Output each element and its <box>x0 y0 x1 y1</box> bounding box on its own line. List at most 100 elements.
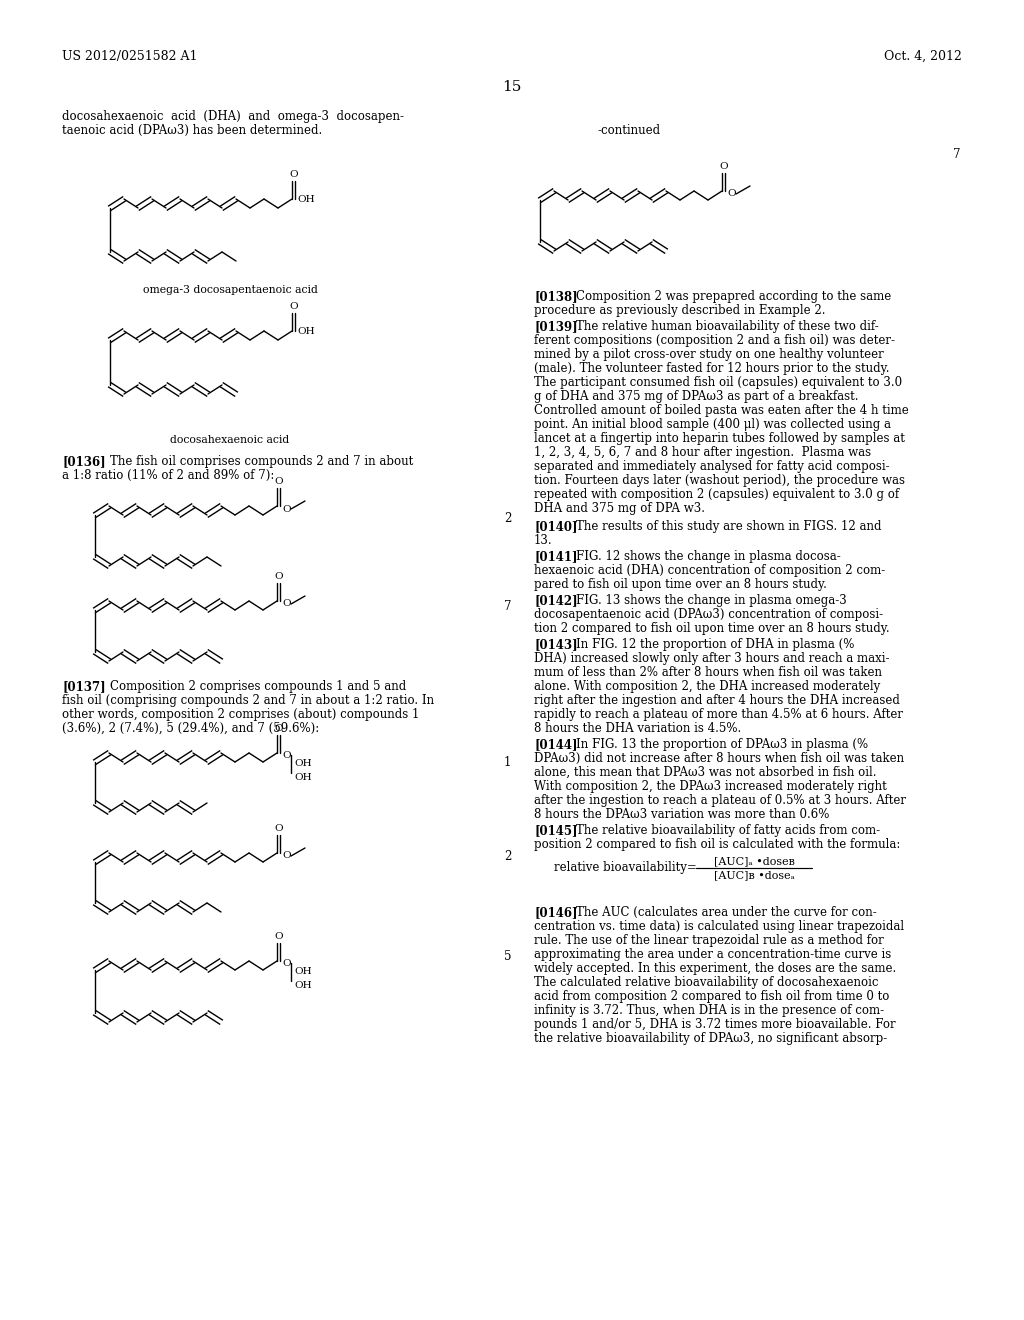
Text: 1, 2, 3, 4, 5, 6, 7 and 8 hour after ingestion.  Plasma was: 1, 2, 3, 4, 5, 6, 7 and 8 hour after ing… <box>534 446 871 459</box>
Text: alone, this mean that DPAω3 was not absorbed in fish oil.: alone, this mean that DPAω3 was not abso… <box>534 766 877 779</box>
Text: 1: 1 <box>504 756 511 770</box>
Text: [0137]: [0137] <box>62 680 105 693</box>
Text: OH: OH <box>294 774 311 781</box>
Text: The AUC (calculates area under the curve for con-: The AUC (calculates area under the curve… <box>575 906 877 919</box>
Text: docosahexaenoic acid: docosahexaenoic acid <box>170 436 290 445</box>
Text: [0145]: [0145] <box>534 824 578 837</box>
Text: [AUC]ₐ •doseʙ: [AUC]ₐ •doseʙ <box>714 855 795 866</box>
Text: right after the ingestion and after 4 hours the DHA increased: right after the ingestion and after 4 ho… <box>534 694 900 708</box>
Text: taenoic acid (DPAω3) has been determined.: taenoic acid (DPAω3) has been determined… <box>62 124 323 137</box>
Text: The fish oil comprises compounds 2 and 7 in about: The fish oil comprises compounds 2 and 7… <box>110 455 414 469</box>
Text: [0144]: [0144] <box>534 738 578 751</box>
Text: after the ingestion to reach a plateau of 0.5% at 3 hours. After: after the ingestion to reach a plateau o… <box>534 795 906 807</box>
Text: DPAω3) did not increase after 8 hours when fish oil was taken: DPAω3) did not increase after 8 hours wh… <box>534 752 904 766</box>
Text: acid from composition 2 compared to fish oil from time 0 to: acid from composition 2 compared to fish… <box>534 990 890 1003</box>
Text: [0138]: [0138] <box>534 290 578 304</box>
Text: The relative human bioavailability of these two dif-: The relative human bioavailability of th… <box>575 319 879 333</box>
Text: g of DHA and 375 mg of DPAω3 as part of a breakfast.: g of DHA and 375 mg of DPAω3 as part of … <box>534 389 858 403</box>
Text: fish oil (comprising compounds 2 and 7 in about a 1:2 ratio. In: fish oil (comprising compounds 2 and 7 i… <box>62 694 434 708</box>
Text: mined by a pilot cross-over study on one healthy volunteer: mined by a pilot cross-over study on one… <box>534 348 884 360</box>
Text: separated and immediately analysed for fatty acid composi-: separated and immediately analysed for f… <box>534 459 890 473</box>
Text: DHA) increased slowly only after 3 hours and reach a maxi-: DHA) increased slowly only after 3 hours… <box>534 652 890 665</box>
Text: [0140]: [0140] <box>534 520 578 533</box>
Text: O: O <box>274 477 283 486</box>
Text: [0139]: [0139] <box>534 319 578 333</box>
Text: 2: 2 <box>504 512 511 525</box>
Text: OH: OH <box>297 195 314 205</box>
Text: The relative bioavailability of fatty acids from com-: The relative bioavailability of fatty ac… <box>575 824 880 837</box>
Text: mum of less than 2% after 8 hours when fish oil was taken: mum of less than 2% after 8 hours when f… <box>534 667 882 678</box>
Text: 7: 7 <box>504 601 512 612</box>
Text: a 1:8 ratio (11% of 2 and 89% of 7):: a 1:8 ratio (11% of 2 and 89% of 7): <box>62 469 274 482</box>
Text: Oct. 4, 2012: Oct. 4, 2012 <box>884 50 962 63</box>
Text: OH: OH <box>297 327 314 337</box>
Text: (3.6%), 2 (7.4%), 5 (29.4%), and 7 (59.6%):: (3.6%), 2 (7.4%), 5 (29.4%), and 7 (59.6… <box>62 722 319 735</box>
Text: hexaenoic acid (DHA) concentration of composition 2 com-: hexaenoic acid (DHA) concentration of co… <box>534 564 886 577</box>
Text: 15: 15 <box>503 81 521 94</box>
Text: other words, composition 2 comprises (about) compounds 1: other words, composition 2 comprises (ab… <box>62 708 420 721</box>
Text: O: O <box>282 599 291 609</box>
Text: O: O <box>282 751 291 759</box>
Text: DHA and 375 mg of DPA w3.: DHA and 375 mg of DPA w3. <box>534 502 705 515</box>
Text: 7: 7 <box>952 148 961 161</box>
Text: omega-3 docosapentaenoic acid: omega-3 docosapentaenoic acid <box>142 285 317 294</box>
Text: docosapentaenoic acid (DPAω3) concentration of composi-: docosapentaenoic acid (DPAω3) concentrat… <box>534 609 883 620</box>
Text: the relative bioavailability of DPAω3, no significant absorp-: the relative bioavailability of DPAω3, n… <box>534 1032 887 1045</box>
Text: docosahexaenoic  acid  (DHA)  and  omega-3  docosapen-: docosahexaenoic acid (DHA) and omega-3 d… <box>62 110 404 123</box>
Text: O: O <box>274 572 283 581</box>
Text: rapidly to reach a plateau of more than 4.5% at 6 hours. After: rapidly to reach a plateau of more than … <box>534 708 903 721</box>
Text: [0146]: [0146] <box>534 906 578 919</box>
Text: widely accepted. In this experiment, the doses are the same.: widely accepted. In this experiment, the… <box>534 962 896 975</box>
Text: Controlled amount of boiled pasta was eaten after the 4 h time: Controlled amount of boiled pasta was ea… <box>534 404 908 417</box>
Text: US 2012/0251582 A1: US 2012/0251582 A1 <box>62 50 198 63</box>
Text: In FIG. 13 the proportion of DPAω3 in plasma (%: In FIG. 13 the proportion of DPAω3 in pl… <box>575 738 868 751</box>
Text: alone. With composition 2, the DHA increased moderately: alone. With composition 2, the DHA incre… <box>534 680 881 693</box>
Text: [0143]: [0143] <box>534 638 578 651</box>
Text: O: O <box>274 932 283 941</box>
Text: OH: OH <box>294 981 311 990</box>
Text: O: O <box>282 504 291 513</box>
Text: tion. Fourteen days later (washout period), the procedure was: tion. Fourteen days later (washout perio… <box>534 474 905 487</box>
Text: O: O <box>282 851 291 861</box>
Text: -continued: -continued <box>598 124 662 137</box>
Text: approximating the area under a concentration-time curve is: approximating the area under a concentra… <box>534 948 891 961</box>
Text: O: O <box>289 302 298 312</box>
Text: [0141]: [0141] <box>534 550 578 564</box>
Text: OH: OH <box>294 759 311 768</box>
Text: 8 hours the DHA variation is 4.5%.: 8 hours the DHA variation is 4.5%. <box>534 722 741 735</box>
Text: infinity is 3.72. Thus, when DHA is in the presence of com-: infinity is 3.72. Thus, when DHA is in t… <box>534 1005 884 1016</box>
Text: tion 2 compared to fish oil upon time over an 8 hours study.: tion 2 compared to fish oil upon time ov… <box>534 622 890 635</box>
Text: O: O <box>282 958 291 968</box>
Text: [AUC]ʙ •doseₐ: [AUC]ʙ •doseₐ <box>714 870 795 880</box>
Text: O: O <box>289 170 298 180</box>
Text: rule. The use of the linear trapezoidal rule as a method for: rule. The use of the linear trapezoidal … <box>534 935 884 946</box>
Text: 13.: 13. <box>534 535 553 546</box>
Text: FIG. 13 shows the change in plasma omega-3: FIG. 13 shows the change in plasma omega… <box>575 594 847 607</box>
Text: relative bioavailability=: relative bioavailability= <box>554 862 696 874</box>
Text: O: O <box>274 723 283 733</box>
Text: pared to fish oil upon time over an 8 hours study.: pared to fish oil upon time over an 8 ho… <box>534 578 826 591</box>
Text: O: O <box>727 190 735 198</box>
Text: FIG. 12 shows the change in plasma docosa-: FIG. 12 shows the change in plasma docos… <box>575 550 841 564</box>
Text: In FIG. 12 the proportion of DHA in plasma (%: In FIG. 12 the proportion of DHA in plas… <box>575 638 854 651</box>
Text: ferent compositions (composition 2 and a fish oil) was deter-: ferent compositions (composition 2 and a… <box>534 334 895 347</box>
Text: O: O <box>274 824 283 833</box>
Text: O: O <box>719 162 728 172</box>
Text: repeated with composition 2 (capsules) equivalent to 3.0 g of: repeated with composition 2 (capsules) e… <box>534 488 899 502</box>
Text: 8 hours the DPAω3 variation was more than 0.6%: 8 hours the DPAω3 variation was more tha… <box>534 808 829 821</box>
Text: OH: OH <box>294 968 311 977</box>
Text: pounds 1 and/or 5, DHA is 3.72 times more bioavailable. For: pounds 1 and/or 5, DHA is 3.72 times mor… <box>534 1018 896 1031</box>
Text: 5: 5 <box>504 950 512 964</box>
Text: [0142]: [0142] <box>534 594 578 607</box>
Text: position 2 compared to fish oil is calculated with the formula:: position 2 compared to fish oil is calcu… <box>534 838 900 851</box>
Text: centration vs. time data) is calculated using linear trapezoidal: centration vs. time data) is calculated … <box>534 920 904 933</box>
Text: The results of this study are shown in FIGS. 12 and: The results of this study are shown in F… <box>575 520 882 533</box>
Text: point. An initial blood sample (400 μl) was collected using a: point. An initial blood sample (400 μl) … <box>534 418 891 432</box>
Text: Composition 2 comprises compounds 1 and 5 and: Composition 2 comprises compounds 1 and … <box>110 680 407 693</box>
Text: The calculated relative bioavailability of docosahexaenoic: The calculated relative bioavailability … <box>534 975 879 989</box>
Text: [0136]: [0136] <box>62 455 105 469</box>
Text: 2: 2 <box>504 850 511 863</box>
Text: lancet at a fingertip into heparin tubes followed by samples at: lancet at a fingertip into heparin tubes… <box>534 432 905 445</box>
Text: The participant consumed fish oil (capsules) equivalent to 3.0: The participant consumed fish oil (capsu… <box>534 376 902 389</box>
Text: With composition 2, the DPAω3 increased moderately right: With composition 2, the DPAω3 increased … <box>534 780 887 793</box>
